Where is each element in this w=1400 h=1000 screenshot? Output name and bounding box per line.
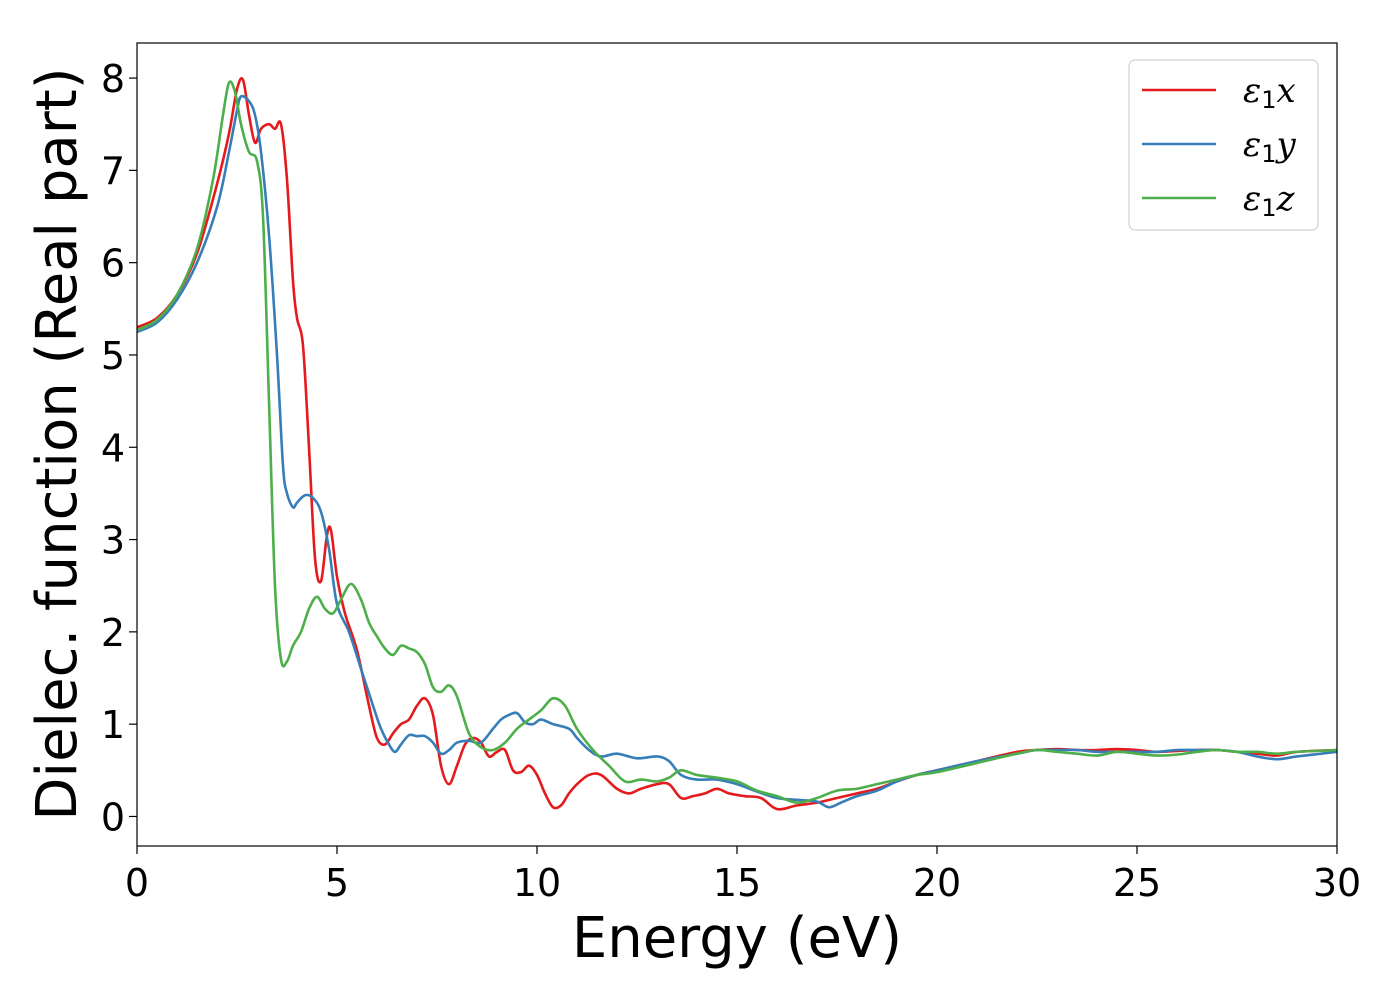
series-line-z bbox=[137, 80, 1337, 804]
y-tick-label: 1 bbox=[101, 703, 125, 747]
x-tick-label: 25 bbox=[1113, 861, 1161, 905]
y-tick-label: 0 bbox=[101, 795, 125, 839]
legend-label-y: ε1y bbox=[1243, 125, 1297, 168]
y-tick-label: 2 bbox=[101, 611, 125, 655]
y-tick-label: 6 bbox=[101, 242, 125, 286]
x-tick-label: 10 bbox=[513, 861, 561, 905]
y-tick-label: 5 bbox=[101, 334, 125, 378]
x-tick-label: 5 bbox=[325, 861, 349, 905]
x-axis-ticks: 0 5 10 15 20 25 30 bbox=[125, 846, 1361, 905]
legend: ε1x ε1y ε1z bbox=[1128, 59, 1319, 231]
legend-label-z: ε1z bbox=[1243, 179, 1296, 222]
y-tick-label: 4 bbox=[101, 426, 125, 470]
legend-box bbox=[1128, 59, 1319, 231]
x-tick-label: 30 bbox=[1313, 861, 1361, 905]
series-layer bbox=[137, 76, 1337, 811]
legend-label-x: ε1x bbox=[1243, 71, 1296, 114]
y-axis-ticks: 0 1 2 3 4 5 6 7 8 bbox=[101, 57, 137, 839]
x-tick-label: 0 bbox=[125, 861, 149, 905]
y-tick-label: 3 bbox=[101, 519, 125, 563]
x-tick-label: 20 bbox=[913, 861, 961, 905]
y-axis-title: Dielec. function (Real part) bbox=[25, 67, 90, 820]
x-axis-title: Energy (eV) bbox=[572, 906, 902, 971]
y-tick-label: 8 bbox=[101, 57, 125, 101]
x-tick-label: 15 bbox=[713, 861, 761, 905]
y-tick-label: 7 bbox=[101, 149, 125, 193]
